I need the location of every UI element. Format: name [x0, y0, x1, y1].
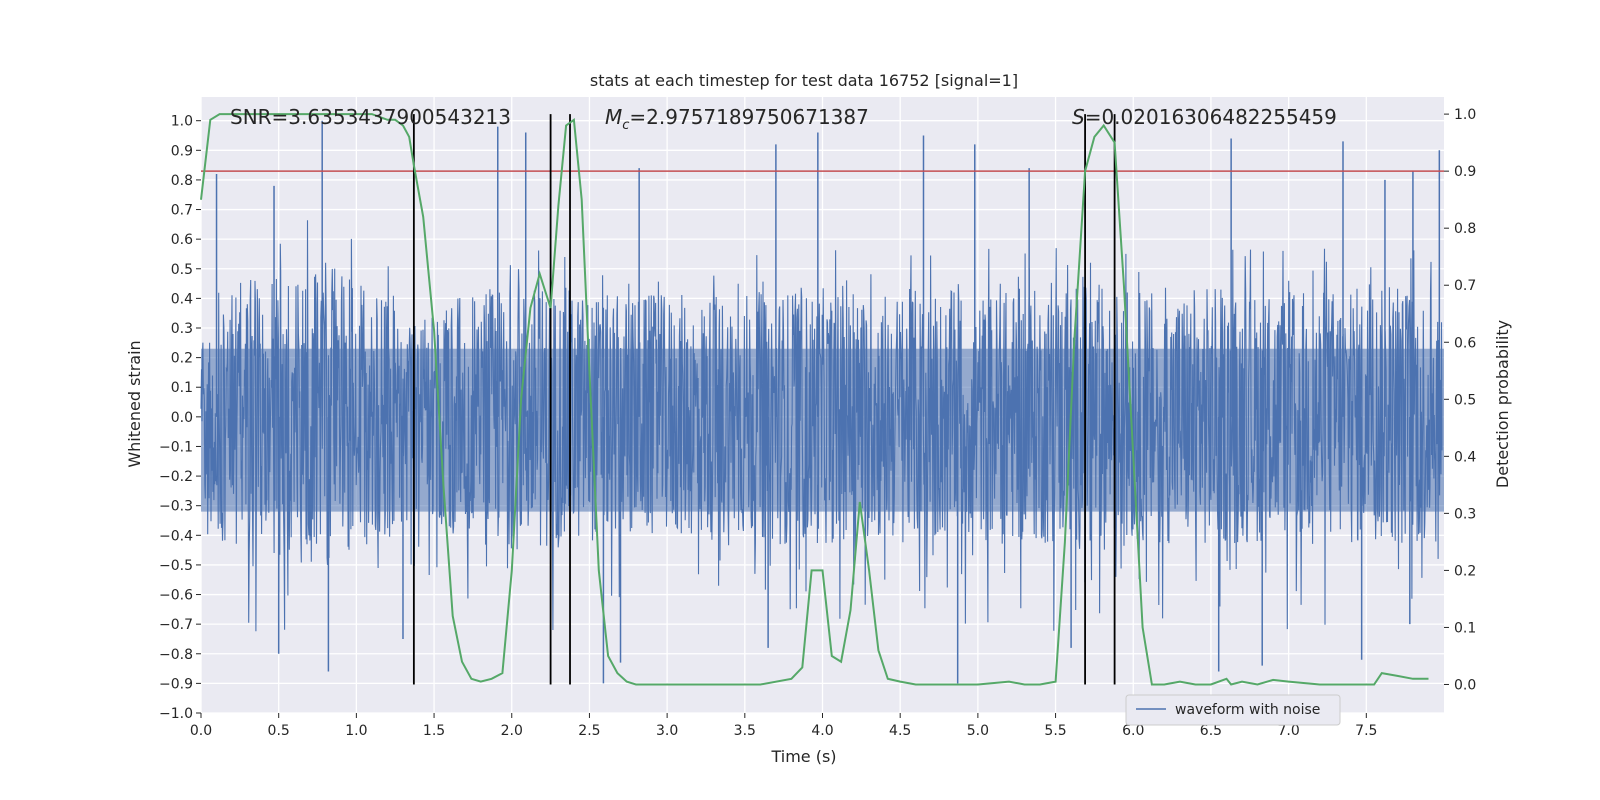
y2-tick-label: 0.6 [1454, 335, 1476, 351]
y-tick-label: −0.8 [159, 647, 193, 663]
legend: waveform with noise [1125, 694, 1341, 726]
axes: 0.0 0.5 1.0 1.5 2.0 2.5 3.0 3.5 4.0 4.5 5.0 5.5 6.0 6… [159, 107, 1476, 739]
x-tick-label: 5.5 [1044, 723, 1066, 739]
x-tick-label: 0.5 [268, 723, 290, 739]
y2-tick-label: 0.7 [1454, 278, 1476, 294]
x-tick-label: 2.5 [578, 723, 600, 739]
s-value: =0.020163064822554​59 [1085, 105, 1337, 129]
y2-tick-label: 0.0 [1454, 677, 1476, 693]
waveform-series [200, 120, 1444, 684]
y2-tick-label: 0.1 [1454, 620, 1476, 636]
y-tick-label: −0.4 [159, 528, 193, 544]
x-axis-label: Time (s) [770, 747, 836, 766]
y-axis-label: Whitened strain [125, 340, 144, 467]
probability-line [200, 113, 1429, 686]
mc-annotation: Mc=2.9757189750671387 [605, 105, 869, 133]
y2-tick-label: 0.5 [1454, 392, 1476, 408]
x-tick-label: 6.0 [1122, 723, 1144, 739]
y2-axis-label: Detection probability [1493, 320, 1512, 488]
mc-value: =2.9757189750671387 [629, 105, 868, 129]
x-tick-label: 7.0 [1277, 723, 1299, 739]
snr-annotation: SNR=3.6353437900543213 [230, 105, 511, 129]
vertical-markers [412, 114, 1116, 685]
y-tick-label: −0.5 [159, 558, 193, 574]
probability-series [200, 113, 1429, 686]
x-tick-label: 2.0 [501, 723, 523, 739]
x-tick-label: 5.0 [967, 723, 989, 739]
y-tick-label: −0.2 [159, 469, 193, 485]
y2-tick-label: 0.8 [1454, 221, 1476, 237]
y-tick-label: 0.5 [171, 262, 193, 278]
y-tick-label: 0.4 [171, 291, 193, 307]
x-tick-label: 6.5 [1200, 723, 1222, 739]
x-tick-label: 7.5 [1355, 723, 1377, 739]
x-tick-label: 4.0 [811, 723, 833, 739]
x-tick-label: 1.0 [345, 723, 367, 739]
y-tick-label: 0.9 [171, 143, 193, 159]
y-tick-label: −0.1 [159, 439, 193, 455]
s-annotation: S=0.020163064822554​59 [1072, 105, 1337, 129]
y-tick-label: 0.0 [171, 410, 193, 426]
y-tick-label: −0.3 [159, 499, 193, 515]
mc-subscript: c [622, 118, 629, 133]
y-tick-label: 0.3 [171, 321, 193, 337]
x-tick-label: 3.0 [656, 723, 678, 739]
y-tick-label: 0.8 [171, 173, 193, 189]
y-tick-label: 0.2 [171, 351, 193, 367]
x-tick-label: 1.5 [423, 723, 445, 739]
y2-tick-label: 1.0 [1454, 107, 1476, 123]
x-tick-label: 4.5 [889, 723, 911, 739]
y-tick-label: −0.7 [159, 617, 193, 633]
y2-tick-label: 0.4 [1454, 449, 1476, 465]
y-tick-label: −1.0 [159, 706, 193, 722]
mc-symbol: M [605, 105, 622, 129]
s-symbol: S [1072, 105, 1085, 129]
y2-tick-label: 0.2 [1454, 563, 1476, 579]
x-tick-label: 3.5 [734, 723, 756, 739]
legend-box [1125, 694, 1341, 726]
y2-tick-label: 0.3 [1454, 506, 1476, 522]
legend-entry-waveform: waveform with noise [1175, 702, 1320, 718]
y-tick-label: 0.1 [171, 380, 193, 396]
y-tick-label: 1.0 [171, 114, 193, 130]
x-tick-label: 0.0 [190, 723, 212, 739]
chart-title: stats at each timestep for test data 167… [590, 71, 1018, 90]
y-tick-label: 0.7 [171, 203, 193, 219]
y2-tick-label: 0.9 [1454, 164, 1476, 180]
y-tick-label: −0.6 [159, 588, 193, 604]
y-tick-label: 0.6 [171, 232, 193, 248]
y-tick-label: −0.9 [159, 676, 193, 692]
waveform-core [201, 348, 1444, 512]
